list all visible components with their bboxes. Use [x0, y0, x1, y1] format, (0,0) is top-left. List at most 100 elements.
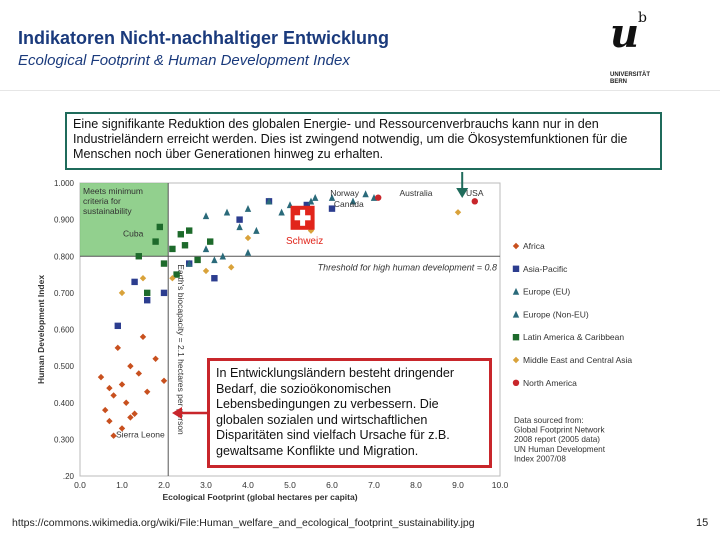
data-source-line: Data sourced from: [514, 416, 584, 425]
data-point [169, 245, 176, 253]
data-point [202, 212, 210, 220]
x-tick-label: 4.0 [242, 480, 254, 490]
x-tick-label: 10.0 [492, 480, 509, 490]
legend-label: Africa [523, 241, 545, 251]
data-point [160, 377, 168, 384]
data-point [152, 355, 159, 362]
data-point [131, 410, 138, 417]
legend-marker [512, 356, 520, 364]
logo-line-1: UNIVERSITÄT [610, 72, 651, 78]
data-point [127, 362, 134, 370]
data-source-line: Global Footprint Network [514, 426, 605, 435]
data-point [278, 208, 285, 216]
data-point [362, 190, 369, 198]
hdi-threshold-label: Threshold for high human development = 0… [318, 262, 497, 272]
data-point [194, 256, 201, 264]
data-point [139, 333, 147, 341]
country-annotation: Cuba [123, 228, 144, 238]
data-point [173, 271, 180, 278]
data-point [110, 432, 117, 439]
data-point [169, 275, 176, 282]
legend-marker [512, 287, 520, 295]
data-point [106, 417, 113, 425]
y-axis-label: Human Development Index [36, 275, 46, 384]
data-point [102, 406, 109, 414]
legend-marker [512, 334, 520, 341]
data-point [349, 197, 357, 205]
legend-label: Europe (EU) [523, 287, 570, 297]
logo-line-2: BERN [610, 79, 628, 85]
data-point [244, 234, 252, 242]
switzerland-label: Schweiz [286, 236, 323, 247]
source-link[interactable]: https://commons.wikimedia.org/wiki/File:… [12, 517, 475, 529]
data-point [303, 201, 310, 209]
data-point [97, 373, 105, 381]
data-source-line: UN Human Development [514, 445, 606, 454]
x-tick-label: 8.0 [410, 480, 422, 490]
data-point [211, 275, 218, 282]
data-point [471, 198, 478, 205]
legend-label: Europe (Non-EU) [523, 309, 589, 319]
legend-marker [512, 265, 520, 272]
data-point [144, 297, 151, 304]
arrowhead-developing-icon [172, 407, 182, 419]
logo-u-letter: u [610, 10, 640, 57]
data-point [160, 260, 168, 267]
data-source-line: Index 2007/08 [514, 454, 566, 463]
sustainable-zone-label: Meets minimum [83, 186, 143, 196]
data-point [454, 209, 462, 216]
y-tick-label: 0.800 [54, 252, 75, 261]
legend-label: Latin America & Caribbean [523, 332, 624, 342]
legend-label: Asia-Pacific [523, 264, 568, 274]
logo-university-name: UNIVERSITÄT BERN [610, 72, 650, 86]
data-source-line: 2008 report (2005 data) [514, 435, 600, 444]
data-point [207, 238, 214, 245]
data-point [181, 242, 189, 249]
data-point [118, 425, 126, 432]
x-tick-label: 3.0 [200, 480, 212, 490]
data-point [219, 252, 226, 260]
data-point [135, 370, 142, 377]
data-point [131, 278, 138, 286]
x-tick-label: 9.0 [452, 480, 464, 490]
data-point [135, 253, 142, 260]
legend-marker [512, 310, 520, 318]
data-point [211, 256, 218, 264]
y-tick-label: .20 [63, 472, 75, 481]
country-annotation: Canada [334, 199, 364, 209]
data-point [114, 322, 121, 330]
page-subtitle: Ecological Footprint & Human Development… [18, 52, 350, 69]
data-point [110, 392, 117, 399]
data-point [228, 264, 235, 271]
data-point [244, 248, 252, 256]
data-point [328, 205, 336, 212]
legend-label: North America [523, 378, 577, 388]
legend-label: Middle East and Central Asia [523, 355, 632, 365]
country-annotation: Sierra Leone [116, 430, 165, 440]
legend-marker [512, 242, 520, 250]
data-point [114, 344, 121, 352]
data-point [186, 259, 193, 267]
x-tick-label: 0.0 [74, 480, 86, 490]
sustainable-zone-label-3: sustainability [83, 206, 132, 216]
data-point [123, 399, 130, 406]
data-point [244, 204, 252, 212]
sustainable-zone-label-2: criteria for [83, 196, 121, 206]
data-point [375, 194, 382, 201]
x-tick-label: 6.0 [326, 480, 338, 490]
data-point [265, 197, 273, 205]
y-tick-label: 0.300 [54, 435, 75, 444]
y-tick-label: 0.700 [54, 289, 75, 298]
data-point [144, 289, 151, 297]
data-point [236, 223, 243, 231]
y-tick-label: 0.400 [54, 399, 75, 408]
data-point [307, 197, 315, 205]
y-tick-label: 0.500 [54, 362, 75, 371]
y-tick-label: 0.900 [54, 216, 75, 225]
country-annotation: Australia [399, 188, 432, 198]
x-tick-label: 2.0 [158, 480, 170, 490]
biocapacity-label: Earth's biocapacity = 2.1 hectares per p… [176, 264, 186, 435]
data-point [223, 208, 231, 216]
data-point [127, 414, 134, 421]
